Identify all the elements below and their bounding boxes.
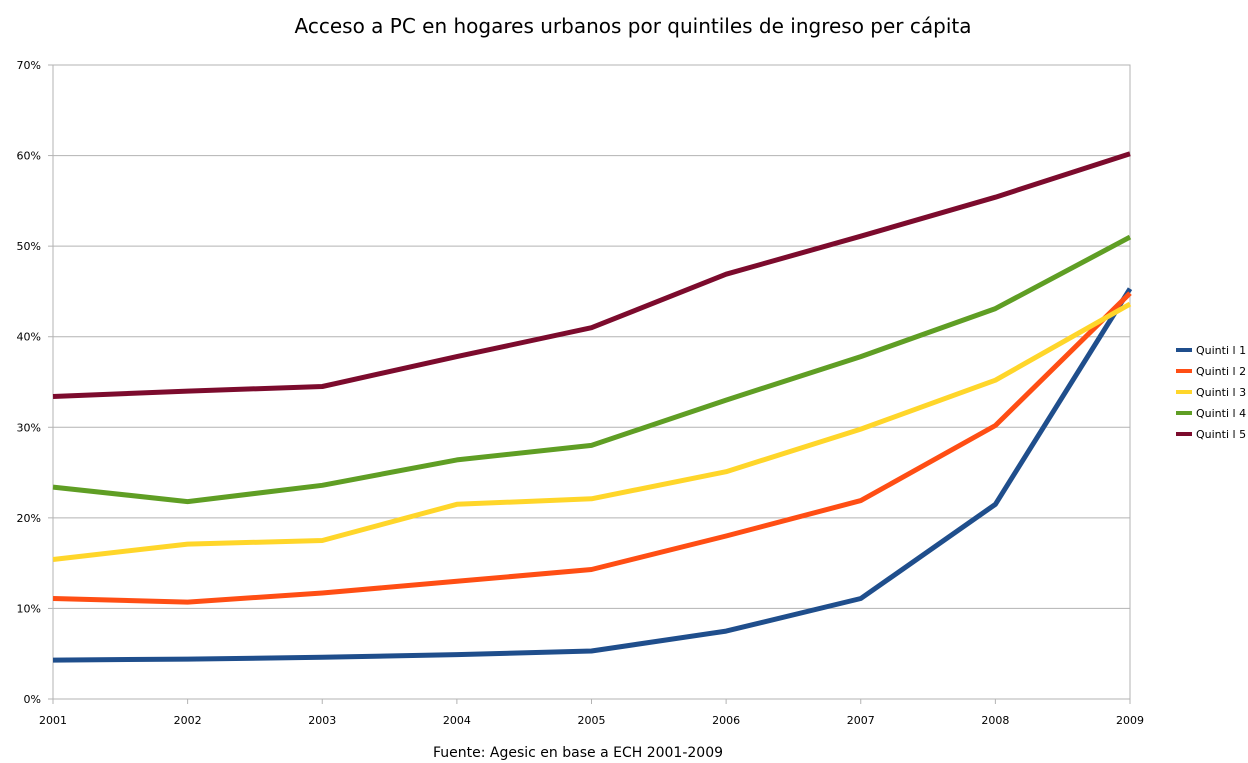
legend-label: Quinti l 4 [1196,407,1246,420]
series-line-quintil-3 [52,301,1132,562]
x-tick-label: 2005 [578,714,606,727]
series-line-quintil-5 [52,151,1131,399]
series-lines [52,151,1133,663]
legend-label: Quinti l 1 [1196,344,1246,357]
source-note: Fuente: Agesic en base a ECH 2001-2009 [433,745,723,761]
series-line-quintil-4 [52,234,1132,505]
y-tick-label: 40% [17,331,41,344]
x-tick-label: 2001 [39,714,67,727]
y-tick-label: 30% [17,421,41,434]
y-tick-label: 50% [17,240,41,253]
legend-label: Quinti l 5 [1196,428,1246,441]
legend-label: Quinti l 3 [1196,386,1246,399]
legend: Quinti l 1 Quinti l 2 Quinti l 3 Quinti l 4… [1176,344,1246,441]
y-tick-label: 20% [17,512,41,525]
x-tick-label: 2007 [847,714,875,727]
legend-label: Quinti l 2 [1196,365,1246,378]
x-tick-label: 2002 [174,714,202,727]
x-tick-label: 2006 [712,714,740,727]
x-tick-label: 2009 [1116,714,1144,727]
y-tick-label: 70% [17,59,41,72]
x-tick-label: 2004 [443,714,471,727]
y-tick-label: 10% [17,602,41,615]
y-tick-label: 60% [17,150,41,163]
plot-area [52,64,1131,700]
x-axis-ticks: 2001 2002 2003 2004 2005 2006 2007 2008 2009 [39,699,1144,727]
gridlines [53,155,1130,609]
series-line-quintil-1 [52,287,1133,663]
chart-title: Acceso a PC en hogares urbanos por quint… [295,14,972,38]
y-tick-label: 0% [24,693,41,706]
x-tick-label: 2008 [981,714,1009,727]
y-axis-ticks: 0% 10% 20% 30% 40% 50% 60% 70% [17,59,53,706]
x-tick-label: 2003 [308,714,336,727]
series-line-quintil-2 [52,291,1132,605]
